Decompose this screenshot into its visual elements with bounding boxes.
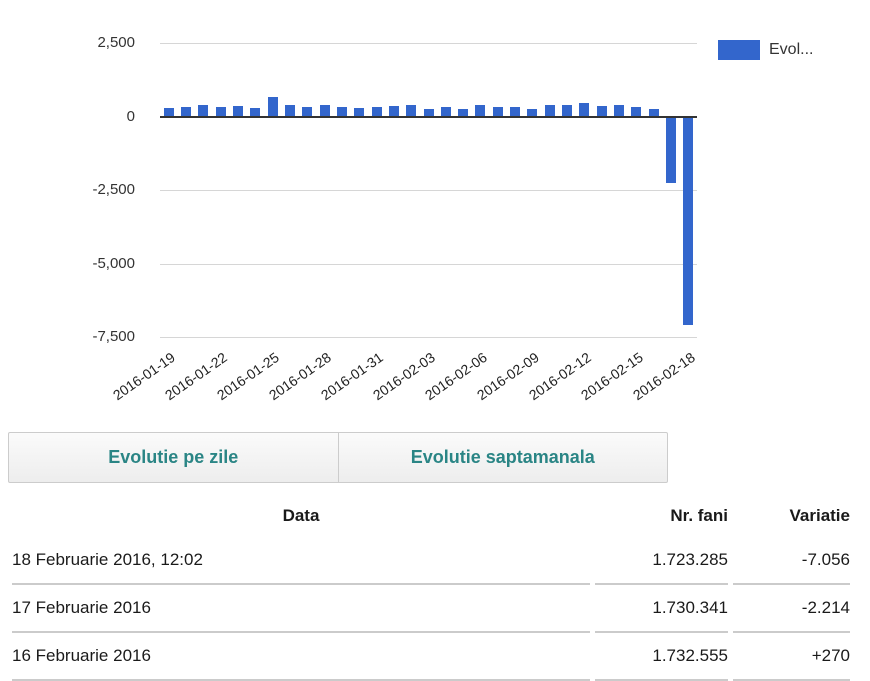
fan-stats-table: Data Nr. fani Variatie 18 Februarie 2016… [7,495,855,681]
data-bar[interactable] [388,106,399,117]
data-bar[interactable] [631,106,642,117]
chart-legend[interactable]: Evol... [718,40,813,60]
gridline [160,43,697,44]
gridline [160,190,697,191]
table-row: 18 Februarie 2016, 12:02 1.723.285 -7.05… [12,537,850,585]
data-bar[interactable] [250,108,261,117]
cell-variatie: -2.214 [733,585,850,633]
view-tabs: Evolutie pe zile Evolutie saptamanala [8,432,668,483]
tab-evolutie-saptamanala[interactable]: Evolutie saptamanala [337,433,668,482]
legend-label: Evol... [769,41,814,58]
cell-nr-fani: 1.723.285 [595,537,728,585]
cell-variatie: -7.056 [733,537,850,585]
data-bar[interactable] [648,108,659,117]
data-bar[interactable] [180,106,191,117]
y-axis-tick-label: -5,000 [92,254,135,272]
table-header-row: Data Nr. fani Variatie [12,495,850,537]
data-bar[interactable] [267,97,278,117]
data-bar[interactable] [163,107,174,117]
data-bar[interactable] [683,117,694,325]
data-bar[interactable] [284,105,295,117]
data-bar[interactable] [475,105,486,117]
data-bar[interactable] [492,106,503,117]
data-bar[interactable] [527,109,538,117]
tab-evolutie-pe-zile[interactable]: Evolutie pe zile [108,447,239,467]
data-bar[interactable] [319,105,330,117]
data-bar[interactable] [423,108,434,117]
data-bar[interactable] [336,106,347,117]
data-bar[interactable] [562,105,573,117]
data-bar[interactable] [198,105,209,117]
data-bar[interactable] [354,107,365,117]
data-bar[interactable] [440,107,451,117]
y-axis-tick-label: 0 [126,107,135,125]
cell-nr-fani: 1.730.341 [595,585,728,633]
column-header-data: Data [282,506,320,525]
legend-color-swatch [718,40,760,60]
column-header-variatie: Variatie [789,506,851,525]
data-bar[interactable] [458,109,469,117]
data-bar[interactable] [371,107,382,117]
cell-date: 18 Februarie 2016, 12:02 [12,537,590,585]
fan-evolution-chart: Evol... 2,500 0 -2,500 -5,000 -7,500 2016-01-… [92,34,813,403]
data-bar[interactable] [406,105,417,117]
gridline [160,337,697,338]
y-axis-tick-label: -2,500 [92,181,135,198]
data-bar[interactable] [215,107,226,117]
data-bar[interactable] [596,105,607,117]
data-bar[interactable] [232,105,243,117]
table-row: 17 Februarie 2016 1.730.341 -2.214 [12,585,850,633]
data-bar[interactable] [302,106,313,117]
data-bar[interactable] [614,105,625,117]
x-axis-line [160,115,697,118]
y-axis-tick-label: 2,500 [97,34,135,51]
data-bar[interactable] [579,102,590,117]
column-header-nr-fani: Nr. fani [670,506,728,525]
data-bar[interactable] [510,106,521,117]
data-bar[interactable] [666,117,677,183]
cell-date: 17 Februarie 2016 [12,585,590,633]
gridline [160,263,697,265]
data-bar[interactable] [544,105,555,117]
y-axis-tick-label: -7,500 [92,328,135,345]
